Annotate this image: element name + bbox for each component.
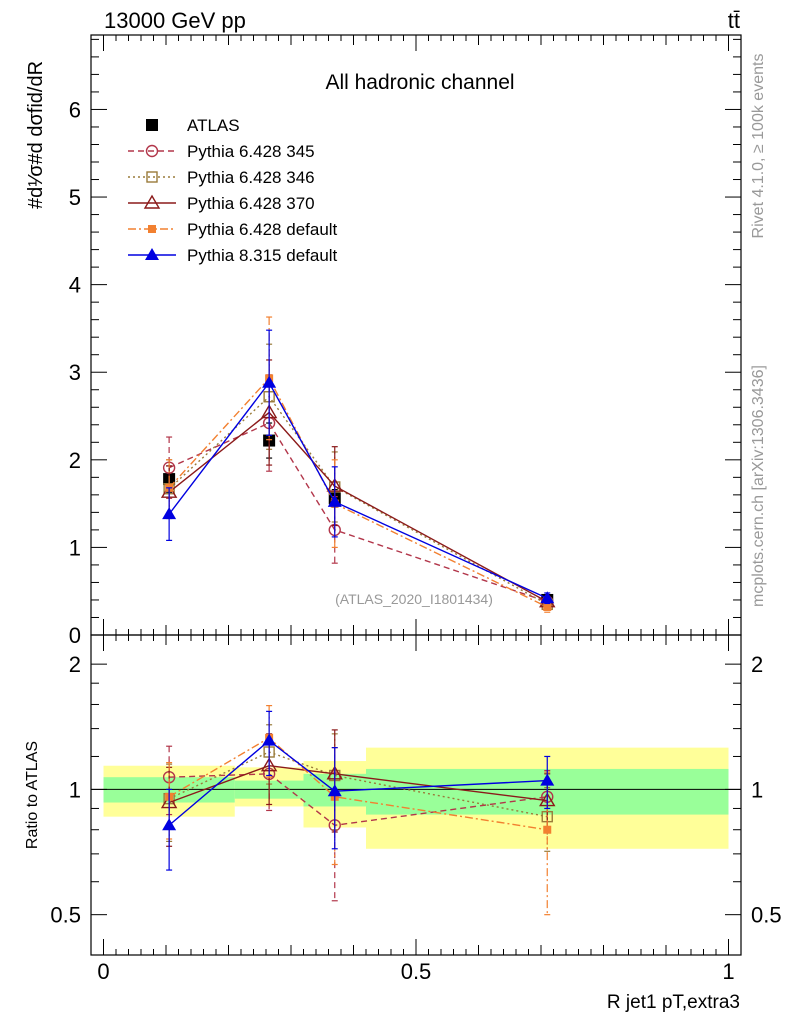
axis-ticks: 0 1 2 3 4 5 6 0 0.5 1 0.5 0.5 1 1 2 2 xyxy=(50,35,782,984)
ratio-ylabel: Ratio to ATLAS xyxy=(24,741,41,849)
main-line-p6def xyxy=(168,377,548,608)
legend-label-p345: Pythia 6.428 345 xyxy=(187,142,315,161)
ratio-line-p370 xyxy=(168,765,548,804)
main-ytick-label: 6 xyxy=(69,97,81,122)
main-point-p8def xyxy=(262,375,277,388)
main-ytick-label: 1 xyxy=(69,535,81,560)
legend-label-p6def: Pythia 6.428 default xyxy=(187,220,338,239)
x-axis-title-text: R jet1 pT,extra3 xyxy=(607,992,740,1013)
main-ytick-label: 2 xyxy=(69,448,81,473)
legend-entry-p6def: Pythia 6.428 default xyxy=(128,220,338,239)
ratio-ytick-label: 0.5 xyxy=(50,903,81,928)
process-label: tt̄ xyxy=(728,8,740,33)
main-ytick-label: 3 xyxy=(69,360,81,385)
energy-label: 13000 GeV pp xyxy=(104,8,246,33)
ratio-point-p6def xyxy=(543,825,552,834)
main-point-p6def xyxy=(543,602,552,611)
legend-entry-atlas: ATLAS xyxy=(146,116,240,135)
legend-marker-p370 xyxy=(143,194,161,209)
main-series-p370 xyxy=(160,359,556,608)
main-point-p8def xyxy=(540,591,555,604)
ratio-point-p8def xyxy=(327,784,342,797)
ratio-ytick-label-right: 2 xyxy=(751,652,763,677)
mcplots-label: mcplots.cern.ch [arXiv:1306.3436] xyxy=(750,365,767,607)
legend-label-p370: Pythia 6.428 370 xyxy=(187,194,315,213)
ratio-xtick-label: 0 xyxy=(97,959,109,984)
main-series-p8def xyxy=(162,329,555,605)
main-point-p8def xyxy=(327,494,342,507)
legend: ATLAS Pythia 6.428 345 Pythia 6.428 346 Pyt… xyxy=(128,116,338,265)
main-point-p8def xyxy=(162,507,177,520)
ratio-point-p8def xyxy=(162,818,177,831)
ratio-line-p346 xyxy=(168,751,548,818)
legend-label-atlas: ATLAS xyxy=(187,116,240,135)
main-ytick-label: 0 xyxy=(69,623,81,648)
x-axis-title: R jet1 pT,extra3 xyxy=(607,992,740,1013)
legend-marker-p345 xyxy=(145,144,159,158)
main-ylabel-text: #d¹⁄σ#d dσfid/dR xyxy=(25,61,47,209)
ratio-ytick-label: 2 xyxy=(69,652,81,677)
ratio-ytick-label-right: 0.5 xyxy=(751,903,782,928)
main-series-p6def xyxy=(165,316,552,613)
ratio-xtick-label: 1 xyxy=(722,959,734,984)
ratio-uncertainty-bands xyxy=(91,747,741,849)
main-ytick-label: 4 xyxy=(69,273,81,298)
main-ylabel: #d¹⁄σ#d dσfid/dR xyxy=(25,61,47,209)
main-line-p345 xyxy=(168,422,548,603)
legend-marker-p346 xyxy=(146,171,158,183)
ratio-ytick-label: 1 xyxy=(69,777,81,802)
ratio-line-p6def xyxy=(168,737,548,831)
ratio-point-p8def xyxy=(262,733,277,746)
legend-marker-p8def xyxy=(145,248,159,260)
analysis-watermark: (ATLAS_2020_I1801434) xyxy=(335,591,493,607)
main-series-p346 xyxy=(163,343,553,611)
plot-title: All hadronic channel xyxy=(325,71,514,94)
legend-entry-p346: Pythia 6.428 346 xyxy=(128,168,315,187)
main-ytick-label: 5 xyxy=(69,185,81,210)
ratio-line-p8def xyxy=(168,739,548,826)
ratio-series-p8def xyxy=(162,710,555,871)
legend-marker-atlas xyxy=(146,119,158,131)
legend-entry-p345: Pythia 6.428 345 xyxy=(128,142,315,161)
legend-label-p8def: Pythia 8.315 default xyxy=(187,246,338,265)
legend-label-p346: Pythia 6.428 346 xyxy=(187,168,315,187)
ratio-point-p8def xyxy=(540,773,555,786)
ratio-ytick-label-right: 1 xyxy=(751,777,763,802)
legend-entry-p8def: Pythia 8.315 default xyxy=(128,246,338,265)
legend-marker-p6def xyxy=(148,225,156,233)
data-series xyxy=(160,316,556,916)
main-line-p370 xyxy=(168,411,548,603)
rivet-version-label: Rivet 4.1.0, ≥ 100k events xyxy=(750,54,767,239)
main-line-p8def xyxy=(168,381,548,599)
ratio-xtick-label: 0.5 xyxy=(401,959,432,984)
legend-entry-p370: Pythia 6.428 370 xyxy=(128,194,315,213)
